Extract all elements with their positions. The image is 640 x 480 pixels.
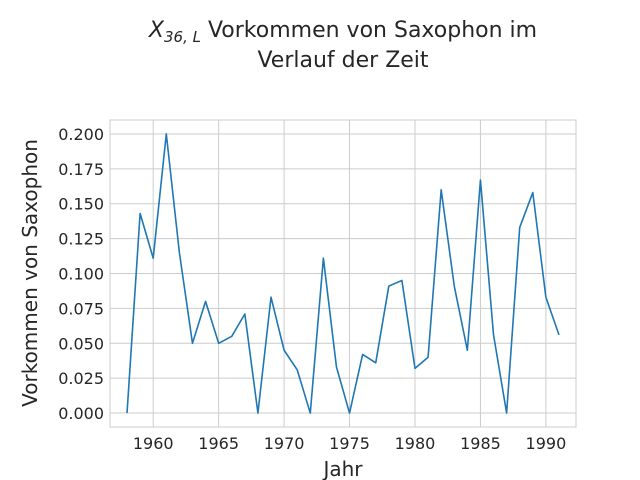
x-tick-label: 1985 <box>460 434 501 453</box>
x-tick-label: 1965 <box>198 434 239 453</box>
y-tick-label: 0.150 <box>58 195 104 214</box>
chart-title-line-1: X36, L Vorkommen von Saxophon im <box>148 18 537 46</box>
x-axis-label: Jahr <box>321 457 363 480</box>
x-tick-label: 1960 <box>133 434 174 453</box>
plot-frame <box>109 119 577 428</box>
x-tick-label: 1980 <box>395 434 436 453</box>
y-tick-label: 0.125 <box>58 230 104 249</box>
x-tick-label: 1970 <box>264 434 305 453</box>
y-tick-label: 0.025 <box>58 369 104 388</box>
chart-title-line-2: Verlauf der Zeit <box>257 48 428 73</box>
grid-lines <box>110 120 576 427</box>
x-tick-label: 1975 <box>329 434 370 453</box>
y-tick-label: 0.050 <box>58 334 104 353</box>
x-tick-labels: 1960 1965 1970 1975 1980 1985 1990 <box>133 434 566 453</box>
y-tick-labels: 0.000 0.025 0.050 0.075 0.100 0.125 0.150 0.175… <box>58 125 104 423</box>
x-tick-label: 1990 <box>526 434 567 453</box>
y-tick-label: 0.000 <box>58 404 104 423</box>
y-tick-label: 0.100 <box>58 265 104 284</box>
title-text-rest: Vorkommen von Saxophon im <box>201 18 537 43</box>
y-tick-label: 0.200 <box>58 125 104 144</box>
series-line <box>126 133 560 414</box>
y-axis-label: Vorkommen von Saxophon <box>18 139 42 407</box>
title-math-subscript: 36, L <box>164 28 201 46</box>
y-tick-label: 0.075 <box>58 299 104 318</box>
title-math-variable: X <box>148 18 165 43</box>
y-tick-label: 0.175 <box>58 160 104 179</box>
